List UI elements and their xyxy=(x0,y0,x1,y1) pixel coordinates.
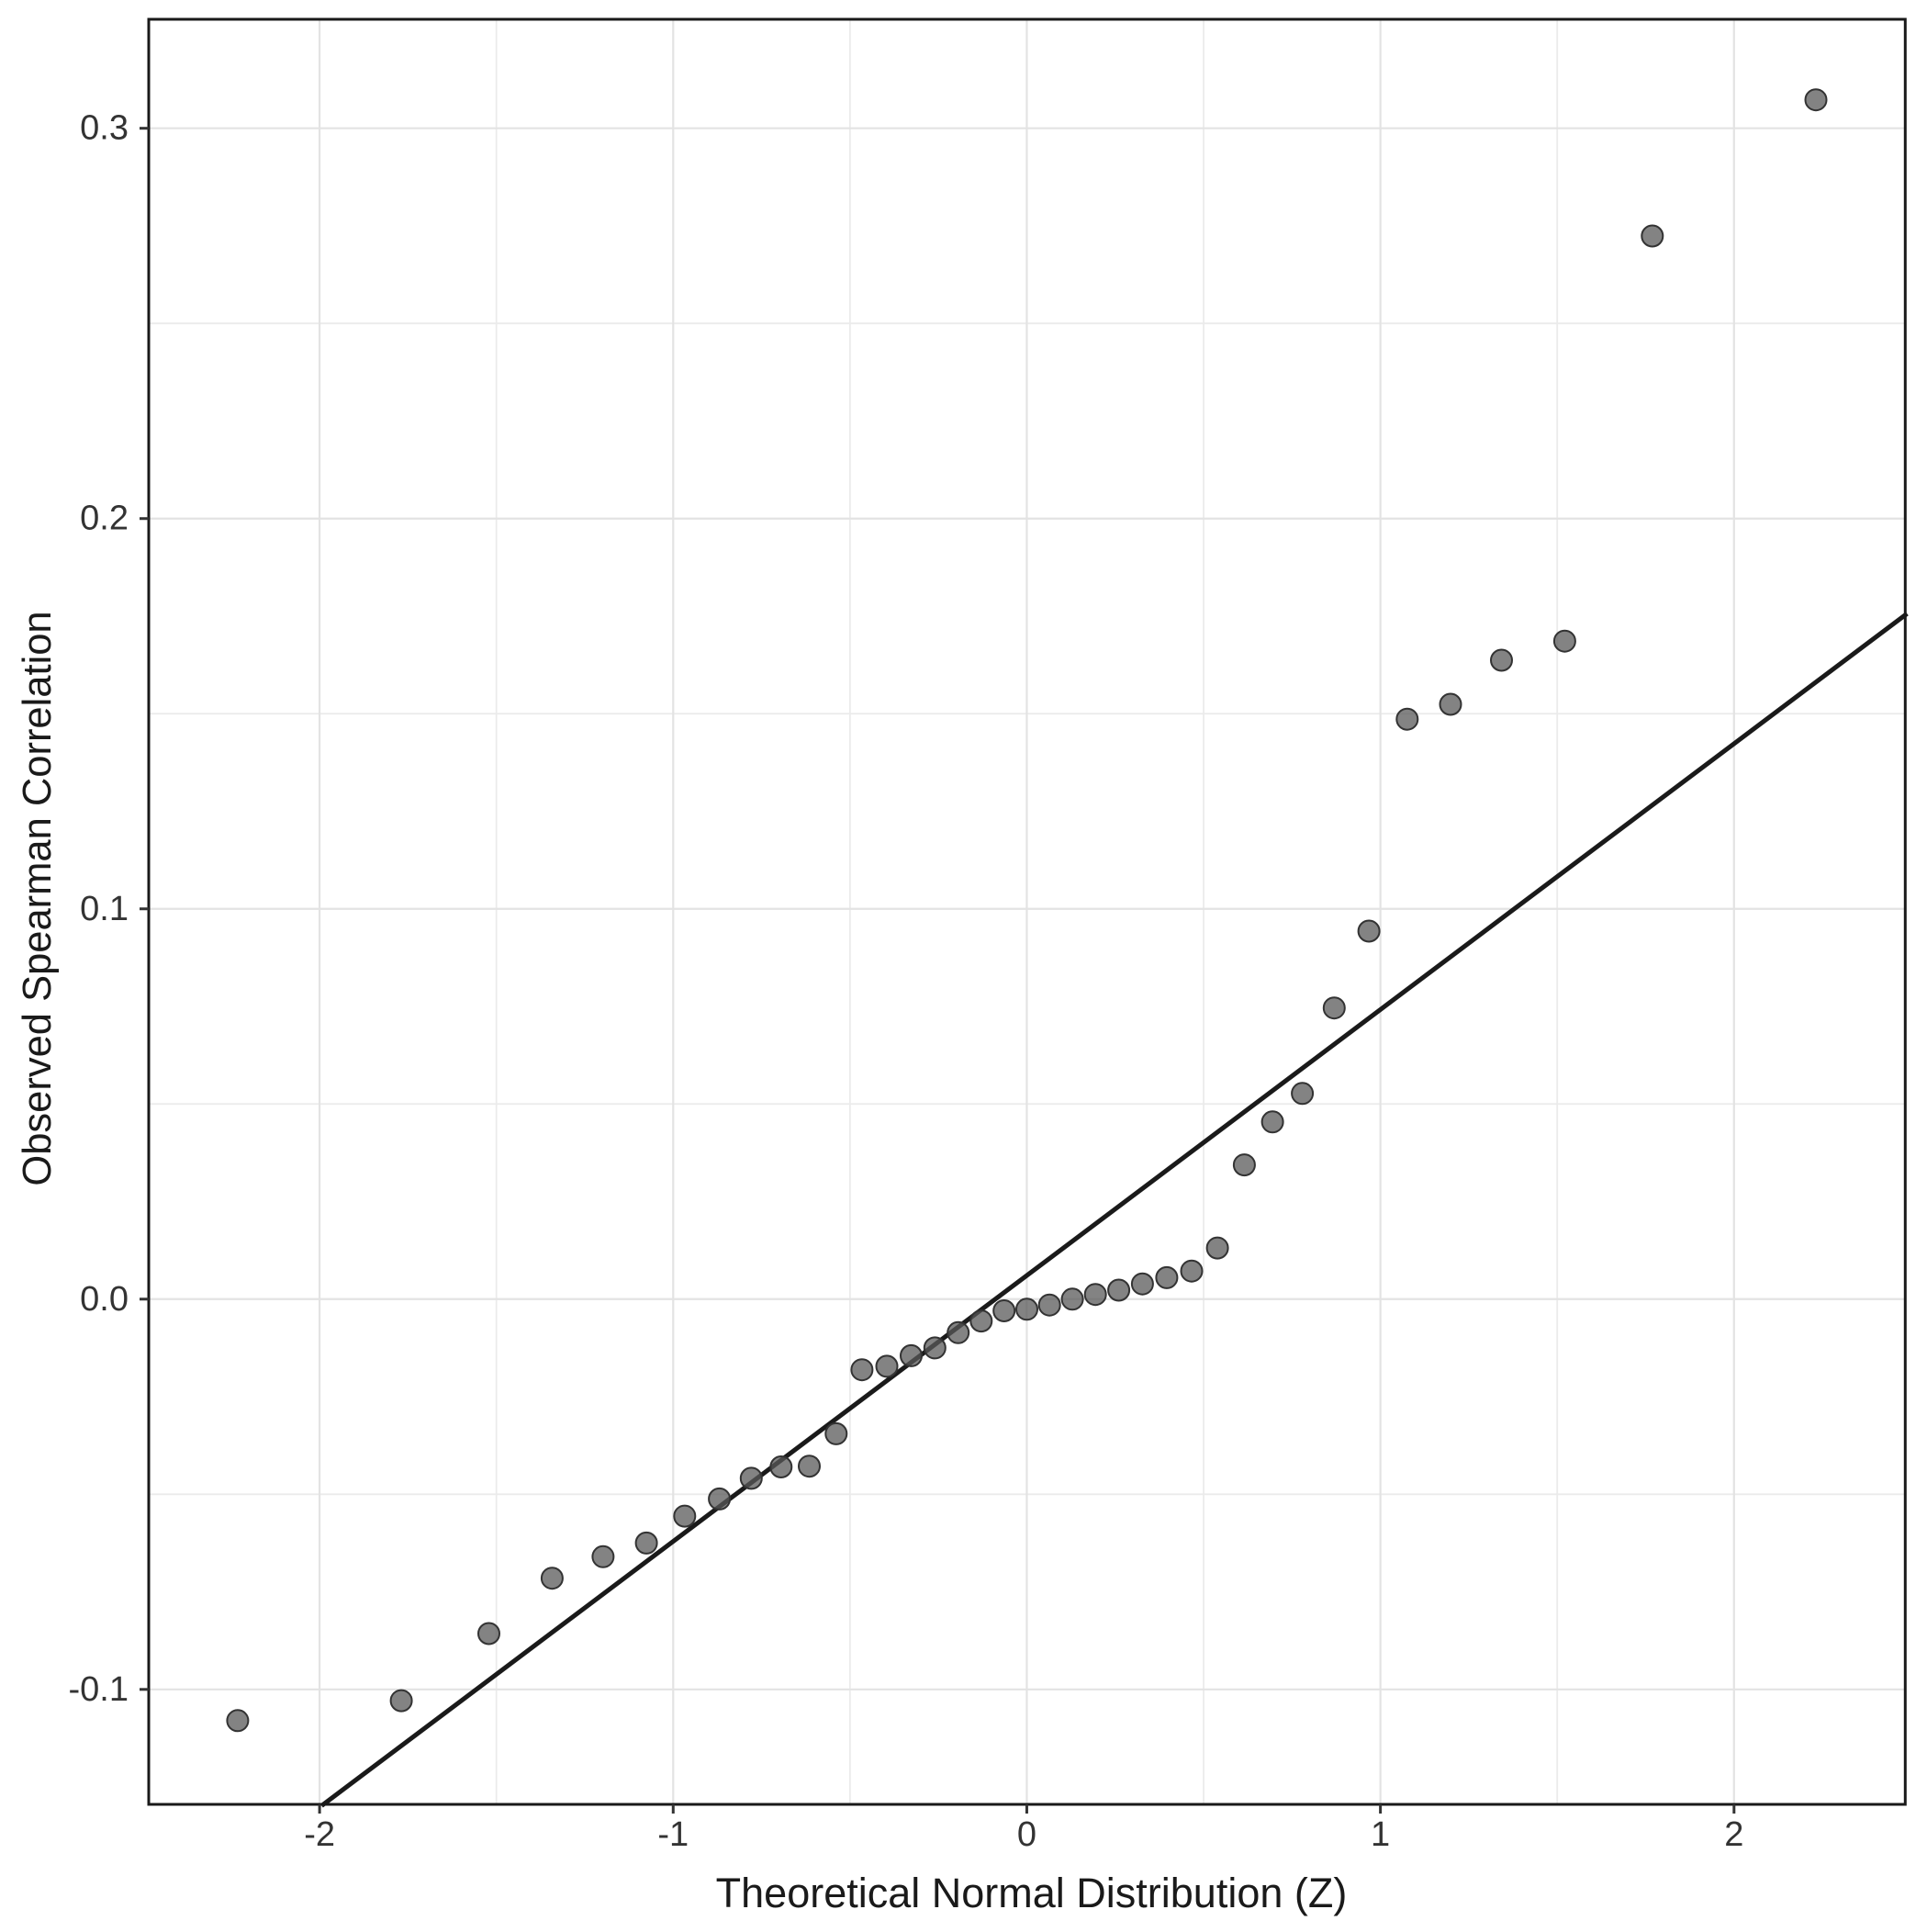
svg-text:0.3: 0.3 xyxy=(80,109,129,148)
svg-text:0: 0 xyxy=(1017,1815,1036,1854)
svg-text:Theoretical Normal Distributio: Theoretical Normal Distribution (Z) xyxy=(716,1870,1348,1916)
svg-text:0.1: 0.1 xyxy=(80,890,129,928)
svg-text:2: 2 xyxy=(1724,1815,1743,1854)
svg-text:-0.1: -0.1 xyxy=(69,1670,129,1709)
svg-text:1: 1 xyxy=(1371,1815,1390,1854)
svg-text:-1: -1 xyxy=(657,1815,689,1854)
svg-text:Observed Spearman Correlation: Observed Spearman Correlation xyxy=(16,611,60,1185)
svg-text:-2: -2 xyxy=(304,1815,335,1854)
svg-text:0.2: 0.2 xyxy=(80,500,129,538)
svg-text:0.0: 0.0 xyxy=(80,1280,129,1319)
